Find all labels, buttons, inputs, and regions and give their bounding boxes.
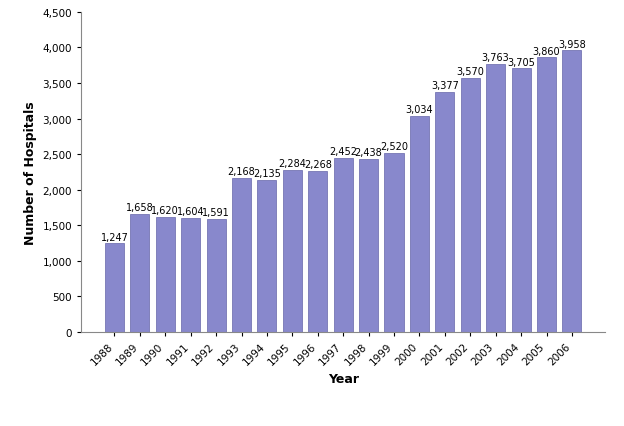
- Text: 3,377: 3,377: [431, 81, 459, 91]
- Bar: [181, 219, 200, 332]
- Bar: [512, 69, 530, 332]
- Text: 2,520: 2,520: [380, 141, 408, 152]
- Bar: [384, 153, 404, 332]
- Text: 1,247: 1,247: [100, 232, 129, 242]
- Bar: [130, 215, 149, 332]
- Text: 1,604: 1,604: [177, 207, 205, 216]
- Text: 3,958: 3,958: [558, 40, 586, 49]
- Text: 2,268: 2,268: [304, 159, 332, 170]
- Bar: [232, 178, 251, 332]
- Text: 2,284: 2,284: [278, 158, 306, 168]
- Text: 1,658: 1,658: [126, 203, 154, 213]
- Text: 3,034: 3,034: [406, 105, 433, 115]
- Bar: [410, 117, 429, 332]
- Text: 3,763: 3,763: [482, 53, 510, 63]
- Bar: [537, 58, 556, 332]
- Text: 3,705: 3,705: [507, 58, 535, 67]
- Text: 2,452: 2,452: [329, 147, 357, 156]
- Text: 3,860: 3,860: [533, 46, 560, 56]
- Bar: [486, 65, 505, 332]
- Text: 1,591: 1,591: [202, 207, 230, 218]
- Bar: [308, 171, 328, 332]
- Bar: [461, 79, 480, 332]
- Bar: [258, 181, 276, 332]
- Bar: [105, 244, 124, 332]
- Text: 2,135: 2,135: [253, 169, 281, 179]
- Bar: [207, 219, 226, 332]
- Bar: [283, 170, 302, 332]
- Bar: [359, 159, 378, 332]
- X-axis label: Year: Year: [328, 373, 359, 386]
- Text: 2,168: 2,168: [228, 167, 255, 176]
- Bar: [156, 217, 175, 332]
- Text: 2,438: 2,438: [354, 147, 383, 158]
- Bar: [562, 51, 582, 332]
- Y-axis label: Number of Hospitals: Number of Hospitals: [24, 101, 37, 244]
- Text: 1,620: 1,620: [152, 205, 179, 216]
- Bar: [334, 158, 353, 332]
- Bar: [436, 92, 454, 332]
- Text: 3,570: 3,570: [456, 67, 484, 77]
